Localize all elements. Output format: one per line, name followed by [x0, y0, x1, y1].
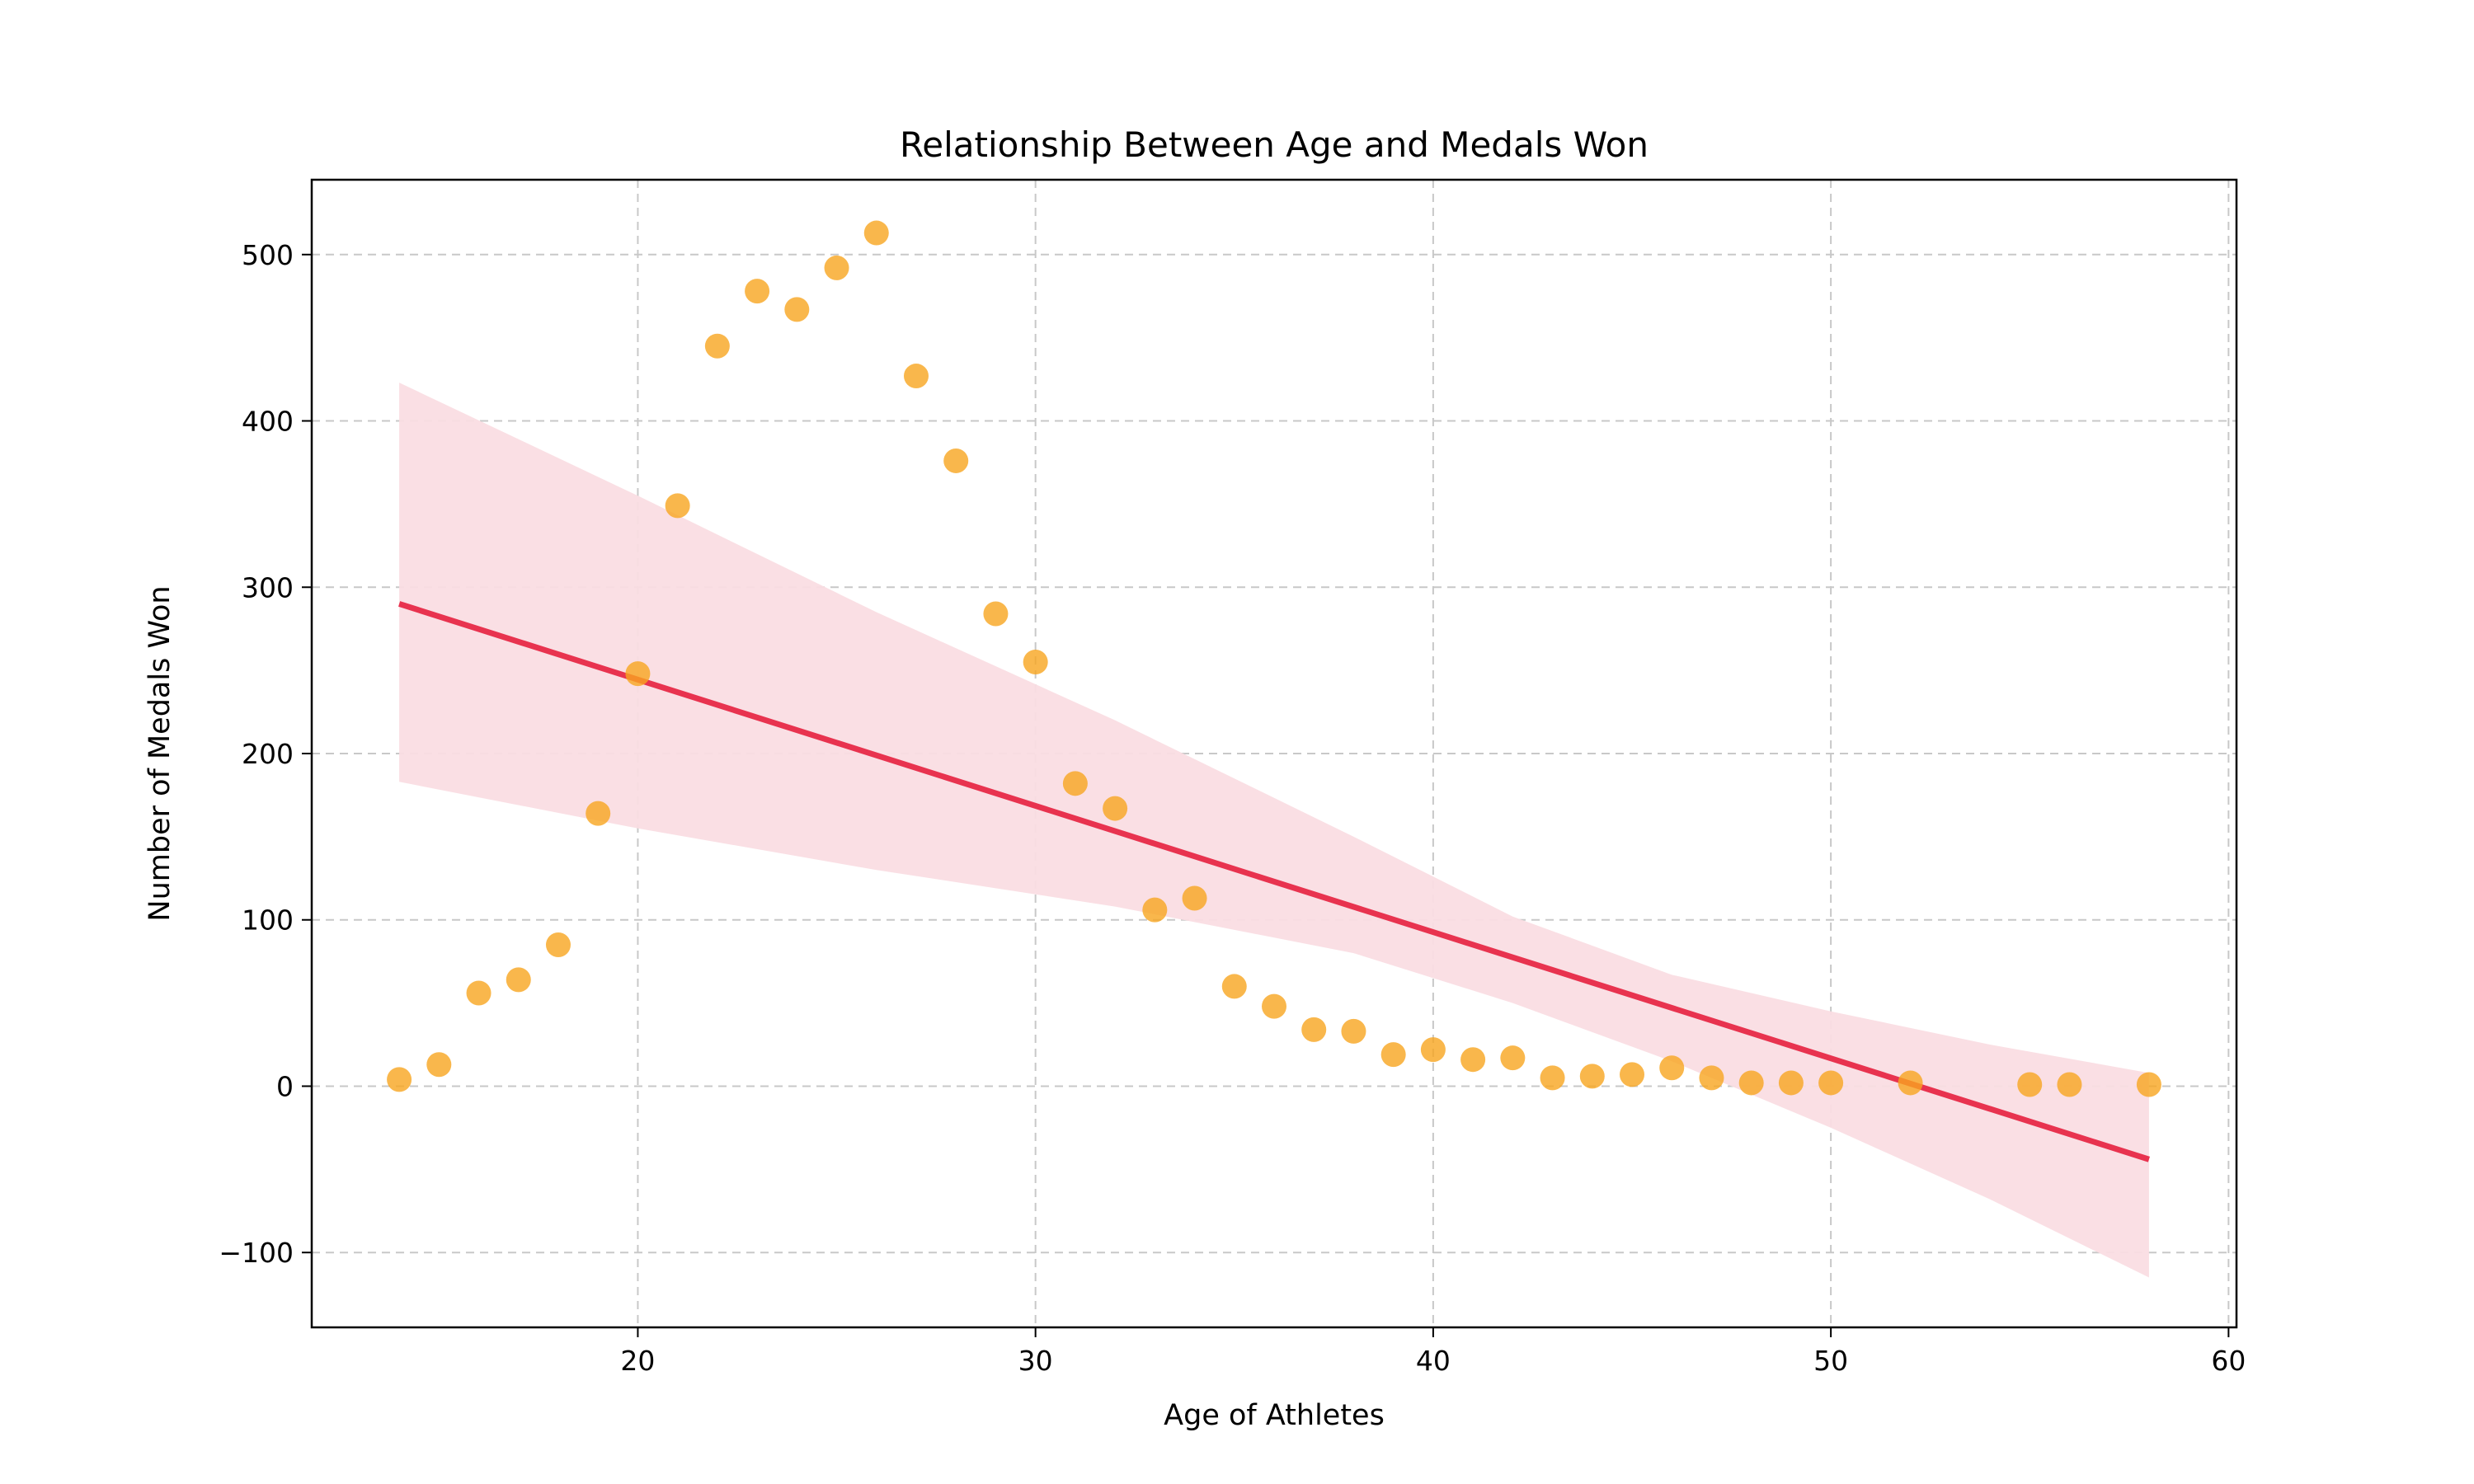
scatter-point-3	[506, 967, 531, 993]
scatter-point-28	[1500, 1045, 1526, 1071]
scatter-point-23	[1301, 1017, 1327, 1042]
scatter-point-27	[1460, 1047, 1486, 1073]
scatter-point-24	[1341, 1018, 1366, 1044]
scatter-point-18	[1103, 796, 1128, 821]
scatter-point-5	[586, 801, 611, 826]
scatter-point-11	[824, 255, 849, 280]
regression-line	[398, 601, 2150, 1162]
y-axis-label: Number of Medals Won	[143, 585, 176, 921]
scatter-point-15	[983, 601, 1009, 627]
scatter-point-9	[745, 279, 770, 304]
x-axis-label: Age of Athletes	[1164, 1399, 1385, 1432]
scatter-point-36	[1818, 1070, 1844, 1096]
scatter-point-7	[665, 493, 690, 519]
x-axis-ticks: 20 30 40 50 60	[620, 1327, 2246, 1377]
scatter-point-37	[1898, 1070, 1923, 1096]
scatter-point-34	[1738, 1070, 1764, 1096]
y-tick-label-0: 0	[276, 1070, 294, 1102]
scatter-point-1	[426, 1052, 452, 1078]
scatter-point-25	[1380, 1042, 1406, 1068]
scatter-point-12	[863, 220, 889, 246]
scatter-points	[387, 220, 2161, 1097]
x-tick-label-50: 50	[1813, 1345, 1848, 1377]
scatter-point-32	[1659, 1055, 1685, 1081]
y-tick-label-300: 300	[242, 571, 294, 603]
x-tick-label-20: 20	[620, 1345, 655, 1377]
scatter-point-16	[1023, 650, 1048, 675]
chart-title: Relationship Between Age and Medals Won	[900, 124, 1649, 165]
x-tick-label-40: 40	[1416, 1345, 1451, 1377]
scatter-point-29	[1540, 1065, 1565, 1091]
scatter-point-8	[704, 333, 730, 359]
y-tick-label-400: 400	[242, 406, 294, 438]
scatter-point-6	[625, 661, 651, 687]
y-tick-label-100: 100	[242, 904, 294, 937]
regression-line-layer	[398, 601, 2150, 1162]
scatter-point-20	[1182, 885, 1207, 911]
scatter-point-14	[943, 448, 969, 473]
scatter-point-39	[2057, 1072, 2082, 1097]
scatter-point-21	[1221, 974, 1247, 999]
scatter-point-0	[387, 1067, 412, 1092]
x-tick-label-30: 30	[1018, 1345, 1053, 1377]
scatter-point-2	[466, 980, 492, 1006]
scatter-point-33	[1699, 1065, 1724, 1091]
y-axis-ticks: −100 0 100 200 300 400 500	[219, 239, 312, 1269]
y-tick-label-500: 500	[242, 239, 294, 271]
x-tick-label-60: 60	[2211, 1345, 2246, 1377]
scatter-point-35	[1778, 1070, 1804, 1096]
scatter-point-40	[2136, 1072, 2161, 1097]
y-tick-label-200: 200	[242, 738, 294, 770]
scatter-point-26	[1420, 1037, 1446, 1063]
scatter-point-19	[1142, 897, 1168, 923]
confidence-band	[399, 383, 2149, 1278]
scatter-point-4	[545, 932, 571, 957]
scatter-point-13	[903, 364, 929, 389]
scatter-point-10	[784, 297, 810, 322]
scatter-point-30	[1579, 1064, 1605, 1089]
y-tick-label--100: −100	[219, 1237, 294, 1269]
scatter-point-38	[2017, 1072, 2043, 1097]
scatter-point-17	[1062, 771, 1088, 796]
scatter-point-22	[1262, 993, 1286, 1019]
confidence-band-layer	[399, 383, 2149, 1278]
scatter-point-31	[1620, 1062, 1645, 1087]
